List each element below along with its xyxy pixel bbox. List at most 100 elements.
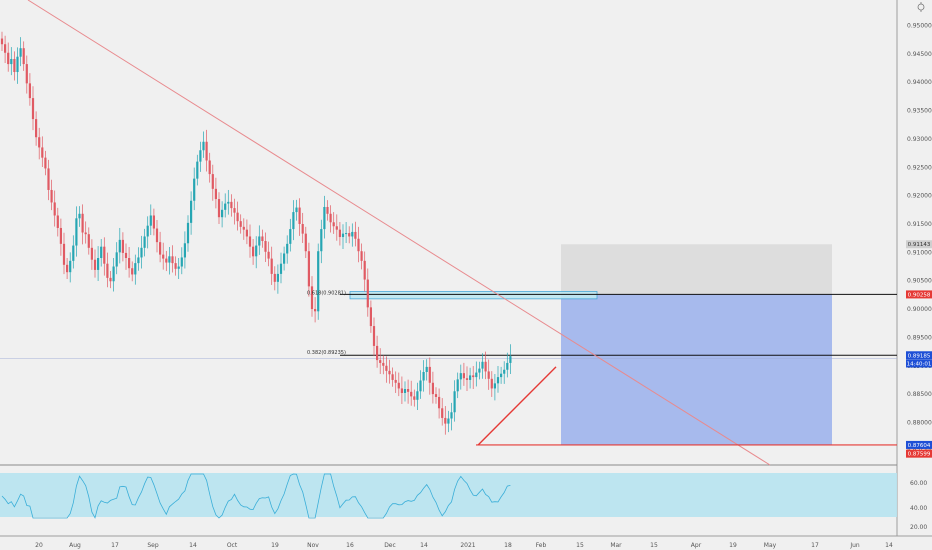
- candle-body: [295, 207, 298, 213]
- candle-body: [447, 418, 450, 424]
- price-tick-label: 0.92000: [907, 193, 932, 200]
- candle-body: [469, 375, 472, 380]
- candle-body: [341, 233, 345, 238]
- candle-body: [224, 203, 227, 210]
- trendline[interactable]: [27, 0, 771, 466]
- candle-body: [289, 229, 292, 244]
- fib-zone[interactable]: [349, 291, 598, 300]
- candle-body: [171, 256, 174, 264]
- candle-body: [338, 229, 341, 238]
- candle-body: [357, 238, 360, 252]
- candle-body: [208, 160, 211, 175]
- price-tag-label: 0.90258: [908, 292, 931, 298]
- candle-body: [7, 52, 10, 65]
- candles: [0, 31, 512, 435]
- candle-body: [335, 226, 338, 230]
- candle-body: [431, 382, 434, 395]
- price-tag-label: 0.89185: [908, 353, 931, 359]
- time-tick-label: Dec: [384, 542, 396, 549]
- fib-zone-rect[interactable]: [349, 291, 598, 300]
- candle-body: [490, 378, 493, 389]
- candle-body: [317, 251, 320, 312]
- downtrend-line[interactable]: [27, 0, 771, 466]
- candle-body: [376, 345, 379, 361]
- candle-body: [503, 369, 506, 374]
- candle-body: [360, 251, 363, 261]
- candle-body: [419, 380, 422, 392]
- candle-body: [261, 236, 264, 242]
- candle-body: [118, 239, 121, 253]
- candle-body: [128, 258, 131, 269]
- candle-body: [385, 365, 388, 371]
- support-lines[interactable]: [476, 366, 897, 446]
- price-tick-label: 0.91000: [907, 249, 932, 256]
- price-tick-label: 0.90000: [907, 306, 932, 313]
- candle-body: [248, 236, 252, 247]
- horizontal-lines[interactable]: [0, 293, 897, 359]
- candle-body: [270, 258, 273, 274]
- candle-body: [221, 209, 224, 218]
- candle-body: [314, 309, 317, 312]
- candle-body: [456, 379, 459, 392]
- risk-zone[interactable]: [561, 294, 832, 445]
- rising-support-line[interactable]: [477, 366, 557, 446]
- candle-body: [394, 379, 397, 383]
- price-tick-label: 0.94500: [907, 51, 932, 58]
- candle-body: [283, 253, 286, 264]
- time-tick-label: 15: [576, 542, 584, 549]
- candle-body: [62, 243, 66, 265]
- candle-body: [109, 277, 112, 282]
- candle-body: [292, 212, 295, 230]
- candle-body: [304, 233, 307, 252]
- candle-body: [493, 383, 496, 389]
- candle-body: [397, 382, 400, 389]
- candle-body: [345, 233, 348, 235]
- candle-body: [425, 366, 428, 372]
- candle-body: [214, 188, 217, 200]
- rsi-tick-label: 40.00: [910, 505, 927, 512]
- candle-body: [35, 119, 38, 138]
- candle-body: [444, 417, 447, 424]
- candle-body: [75, 218, 78, 246]
- candle-body: [177, 266, 180, 269]
- candle-body: [286, 243, 289, 254]
- candle-body: [90, 247, 93, 260]
- price-tick-label: 0.93000: [907, 136, 932, 143]
- price-tag-label: 0.91143: [908, 242, 931, 248]
- time-tick-label: Feb: [536, 542, 547, 549]
- price-tag: [906, 449, 932, 458]
- candle-body: [255, 245, 258, 257]
- candle-body: [506, 362, 509, 370]
- target-zone[interactable]: [561, 244, 832, 295]
- candle-body: [453, 391, 456, 413]
- candle-body: [267, 251, 270, 259]
- price-tag-label: 0.87604: [908, 443, 931, 449]
- candle-body: [407, 389, 410, 392]
- candle-body: [496, 377, 500, 384]
- settings-icon[interactable]: [917, 2, 925, 12]
- candle-body: [298, 207, 301, 224]
- price-tag: [906, 440, 932, 449]
- candle-body: [484, 361, 487, 372]
- candle-body: [410, 391, 413, 397]
- candle-body: [131, 268, 134, 275]
- candle-body: [31, 98, 35, 120]
- candle-body: [239, 221, 242, 227]
- time-tick-label: 14: [885, 542, 893, 549]
- candle-body: [323, 206, 326, 230]
- candle-body: [487, 371, 490, 379]
- fib-labels: 0.618(0.90281) 0.382(0.89235): [307, 291, 346, 356]
- candle-body: [273, 273, 276, 282]
- candle-body: [25, 64, 28, 84]
- candle-body: [472, 375, 475, 378]
- time-tick-label: 14: [189, 542, 197, 549]
- candle-body: [307, 251, 310, 287]
- candle-body: [84, 232, 87, 235]
- candle-body: [81, 213, 84, 233]
- price-tick-label: 0.95000: [907, 23, 932, 30]
- candle-body: [258, 236, 261, 246]
- time-tick-label: 18: [504, 542, 512, 549]
- position-zones[interactable]: [561, 244, 832, 445]
